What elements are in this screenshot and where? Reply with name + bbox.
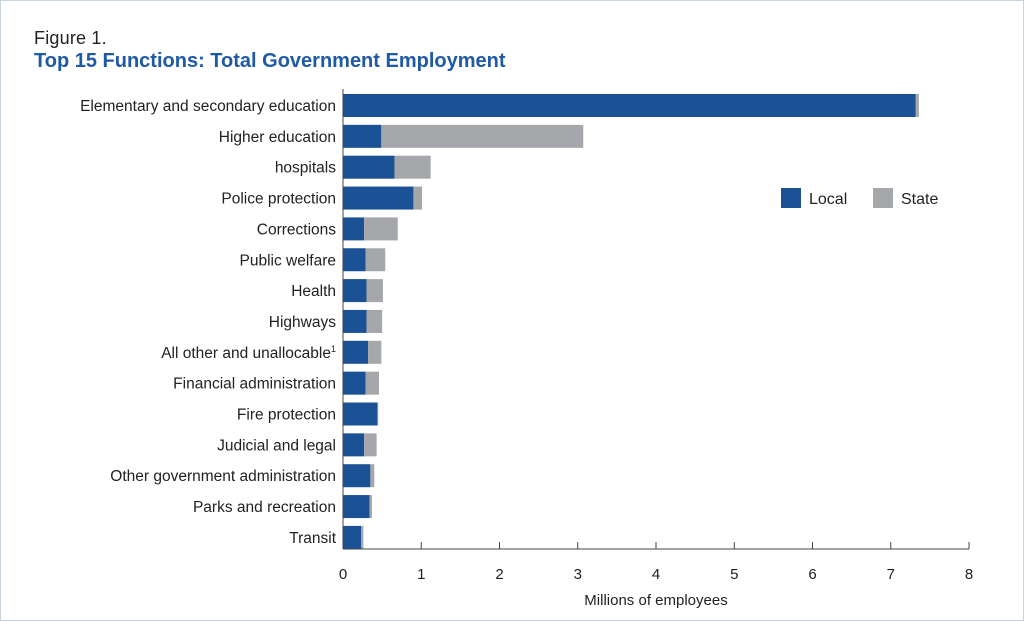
category-label: hospitals [275, 160, 336, 177]
category-label: Higher education [219, 129, 336, 146]
bar-local-5 [343, 248, 366, 272]
bar-state-11 [364, 433, 377, 457]
bar-state-0 [915, 94, 919, 117]
category-label: Police protection [221, 191, 336, 208]
bar-state-14 [360, 525, 364, 549]
category-label: Other government administration [110, 468, 336, 485]
category-label: Judicial and legal [217, 437, 336, 454]
x-tick-label: 1 [417, 566, 425, 583]
legend-label-state: State [901, 191, 938, 208]
legend: Local State [781, 188, 938, 208]
category-label: Elementary and secondary education [80, 98, 336, 115]
figure-label: Figure 1. [34, 28, 107, 48]
bar-state-10 [377, 402, 379, 426]
category-label: Public welfare [240, 252, 337, 269]
x-tick-label: 4 [652, 566, 660, 583]
category-labels: Elementary and secondary education Higher… [80, 98, 337, 547]
x-tick-label: 8 [965, 566, 973, 583]
bar-local-6 [343, 279, 367, 303]
bar-local-3 [343, 186, 414, 210]
bar-state-2 [394, 155, 431, 179]
bar-local-11 [343, 433, 365, 457]
bar-state-13 [369, 495, 372, 519]
legend-swatch-state [873, 188, 893, 208]
bar-local-7 [343, 309, 367, 333]
category-label: Fire protection [237, 407, 336, 424]
bar-local-2 [343, 155, 395, 179]
category-label: Corrections [257, 221, 336, 238]
footnote-marker: 1 [331, 344, 336, 354]
x-axis-title: Millions of employees [584, 592, 727, 609]
category-label: Transit [289, 530, 336, 547]
bar-state-4 [364, 217, 398, 241]
bar-state-1 [381, 124, 584, 148]
bar-local-13 [343, 495, 370, 519]
bar-local-4 [343, 217, 365, 241]
x-tick-label: 6 [808, 566, 816, 583]
bar-local-14 [343, 525, 361, 549]
bar-state-5 [365, 248, 386, 272]
bar-local-1 [343, 124, 382, 148]
category-label: Financial administration [173, 376, 336, 393]
bar-state-3 [413, 186, 423, 210]
legend-swatch-local [781, 188, 801, 208]
x-tick-label: 7 [887, 566, 895, 583]
bar-local-12 [343, 464, 371, 488]
x-tick-label: 2 [495, 566, 503, 583]
category-label: Highways [269, 314, 336, 331]
bar-state-6 [366, 279, 383, 303]
x-tick-label: 0 [339, 566, 347, 583]
bar-state-8 [368, 340, 382, 364]
category-label: All other and unallocable1 [161, 344, 336, 362]
bar-local-0 [343, 94, 916, 117]
bar-state-9 [365, 371, 379, 395]
x-tick-label: 5 [730, 566, 738, 583]
legend-label-local: Local [809, 191, 847, 208]
x-axis: 0 1 2 3 4 5 6 7 8 Millions of employees [339, 89, 973, 609]
bar-local-10 [343, 402, 378, 426]
bar-local-9 [343, 371, 366, 395]
x-tick-label: 3 [574, 566, 582, 583]
category-label: Parks and recreation [193, 499, 336, 516]
chart-title: Top 15 Functions: Total Government Emplo… [34, 50, 506, 72]
bars-group [343, 94, 919, 549]
bar-state-7 [366, 309, 383, 333]
bar-state-12 [370, 464, 375, 488]
bar-local-8 [343, 340, 369, 364]
category-label: Health [291, 283, 336, 300]
